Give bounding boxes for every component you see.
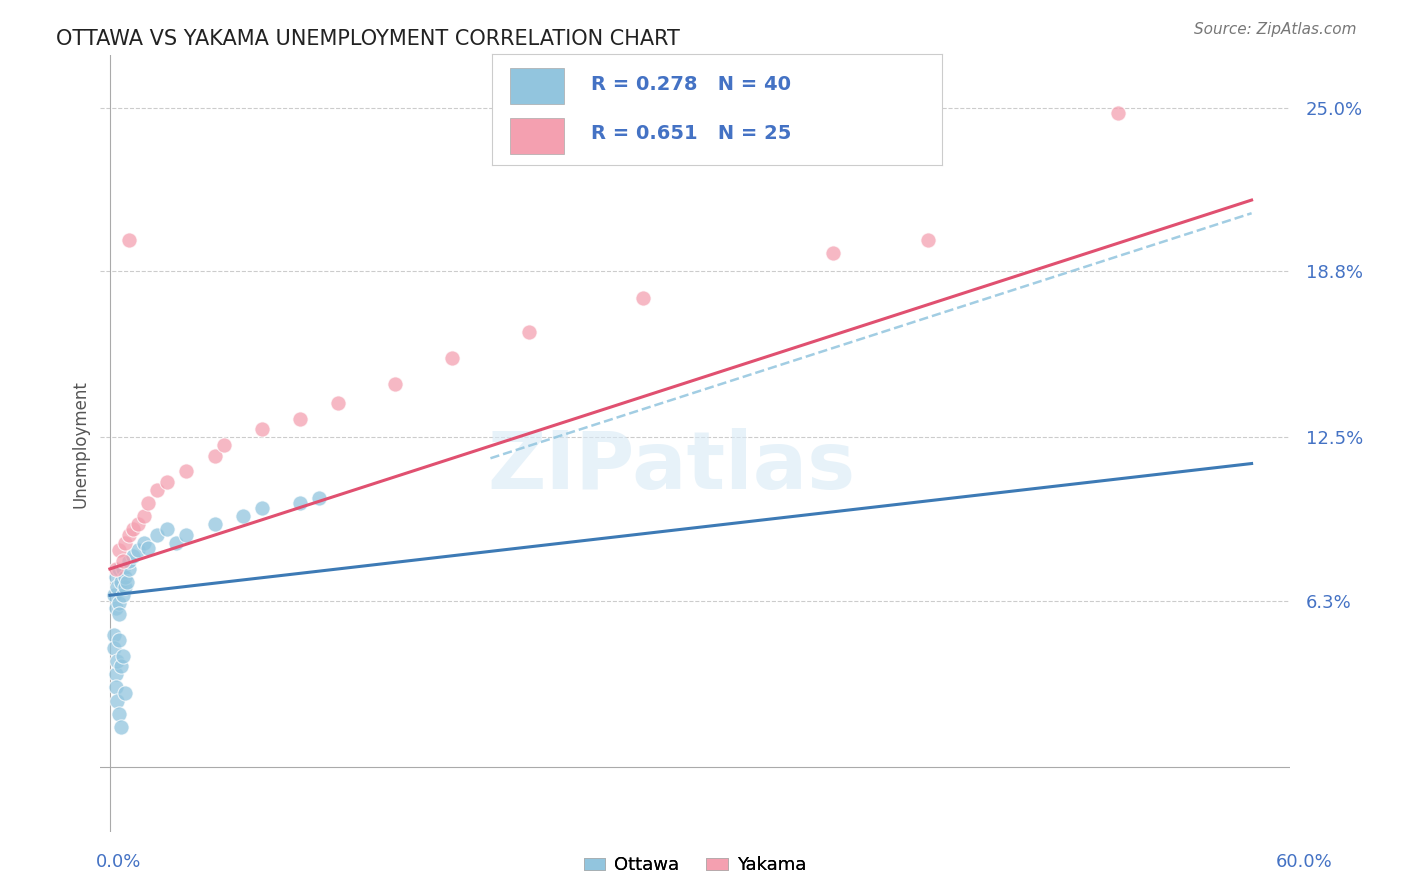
Point — [104, 667, 127, 681]
Point — [121, 549, 143, 563]
Text: OTTAWA VS YAKAMA UNEMPLOYMENT CORRELATION CHART: OTTAWA VS YAKAMA UNEMPLOYMENT CORRELATIO… — [56, 29, 681, 48]
Point — [114, 535, 136, 549]
Text: Source: ZipAtlas.com: Source: ZipAtlas.com — [1194, 22, 1357, 37]
Point — [174, 527, 197, 541]
Point — [917, 233, 939, 247]
Point — [114, 570, 136, 584]
Point — [110, 575, 132, 590]
Point — [308, 491, 330, 505]
Point — [108, 607, 131, 621]
Point — [166, 535, 188, 549]
Point — [107, 654, 129, 668]
Point — [108, 706, 131, 721]
Point — [174, 465, 197, 479]
Point — [103, 628, 125, 642]
Point — [821, 245, 844, 260]
Point — [112, 554, 135, 568]
Point — [108, 633, 131, 648]
Point — [134, 535, 156, 549]
Point — [136, 541, 159, 555]
Text: R = 0.278   N = 40: R = 0.278 N = 40 — [591, 75, 792, 95]
Point — [118, 554, 141, 568]
Point — [115, 575, 138, 590]
Point — [118, 562, 141, 576]
Point — [103, 640, 125, 655]
Point — [107, 580, 129, 594]
Point — [631, 291, 654, 305]
Point — [156, 475, 179, 489]
Point — [112, 648, 135, 663]
Point — [517, 325, 540, 339]
Point — [104, 562, 127, 576]
Point — [112, 588, 135, 602]
Point — [288, 496, 311, 510]
Point — [204, 517, 226, 532]
Point — [114, 686, 136, 700]
Point — [204, 449, 226, 463]
Point — [1107, 106, 1129, 120]
Point — [104, 681, 127, 695]
Point — [384, 377, 406, 392]
FancyBboxPatch shape — [510, 68, 564, 103]
Point — [103, 588, 125, 602]
Point — [136, 496, 159, 510]
Point — [104, 570, 127, 584]
Point — [107, 693, 129, 707]
Point — [212, 438, 235, 452]
Text: 60.0%: 60.0% — [1277, 853, 1333, 871]
Text: ZIPatlas: ZIPatlas — [486, 428, 855, 506]
Point — [146, 483, 169, 497]
Point — [146, 527, 169, 541]
Point — [250, 422, 273, 436]
Point — [156, 522, 179, 536]
Point — [104, 601, 127, 615]
Text: R = 0.651   N = 25: R = 0.651 N = 25 — [591, 124, 792, 144]
Point — [110, 659, 132, 673]
Legend: Ottawa, Yakama: Ottawa, Yakama — [576, 849, 814, 881]
Point — [114, 580, 136, 594]
Point — [288, 411, 311, 425]
Point — [118, 527, 141, 541]
Point — [108, 596, 131, 610]
Point — [250, 501, 273, 516]
Point — [127, 517, 149, 532]
Point — [110, 720, 132, 734]
Point — [108, 562, 131, 576]
Point — [127, 543, 149, 558]
Text: 0.0%: 0.0% — [96, 853, 141, 871]
Point — [328, 396, 350, 410]
Y-axis label: Unemployment: Unemployment — [72, 380, 89, 508]
Point — [232, 509, 254, 524]
FancyBboxPatch shape — [510, 119, 564, 154]
Point — [118, 233, 141, 247]
Point — [112, 562, 135, 576]
Point — [108, 543, 131, 558]
Point — [121, 522, 143, 536]
Point — [441, 351, 464, 366]
Point — [134, 509, 156, 524]
